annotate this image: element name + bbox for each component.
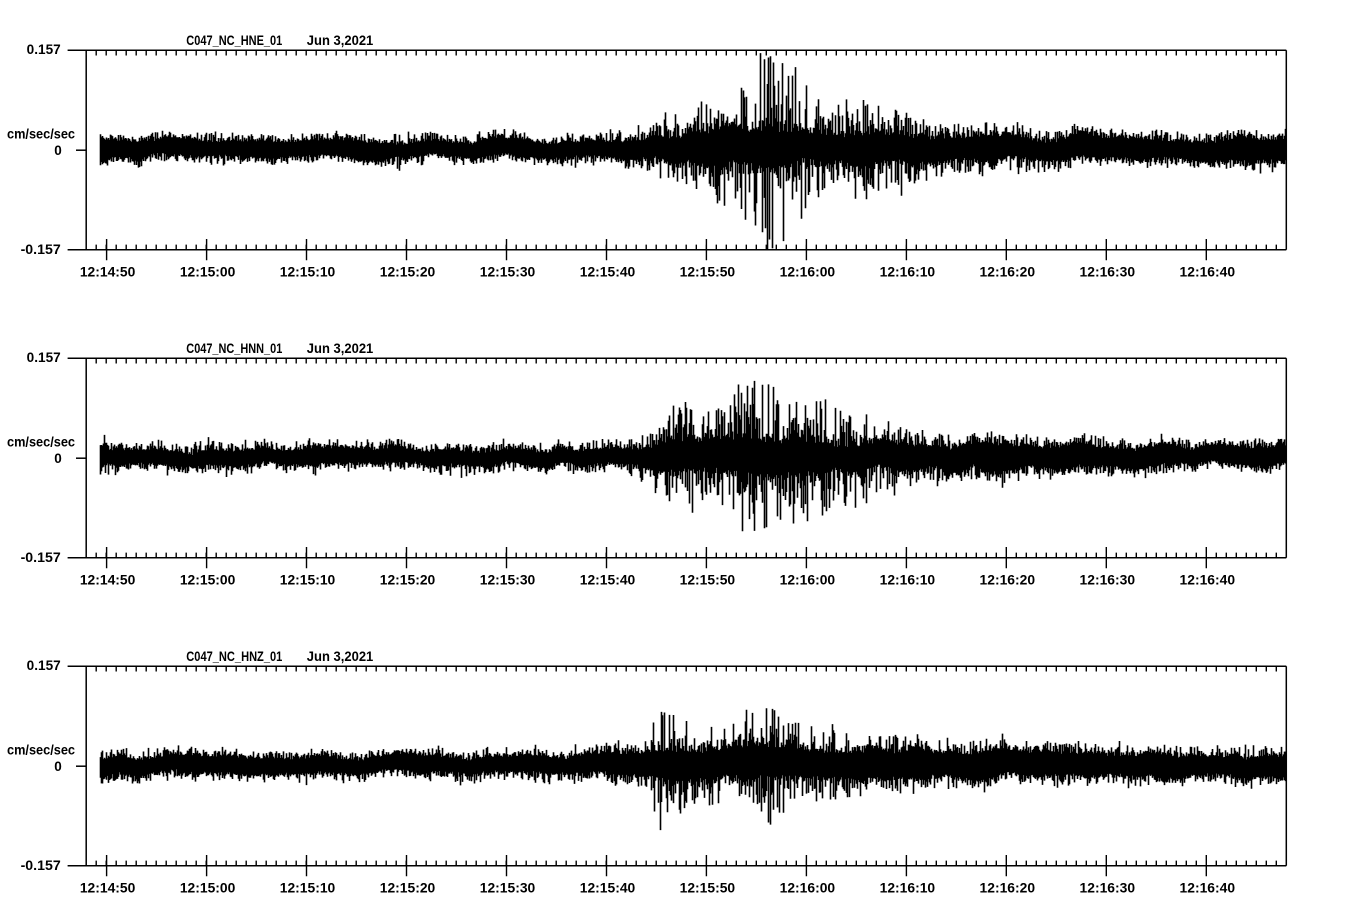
- svg-text:-0.157: -0.157: [21, 550, 61, 565]
- svg-text:12:16:20: 12:16:20: [980, 880, 1036, 895]
- svg-text:12:14:50: 12:14:50: [80, 880, 136, 895]
- svg-text:0: 0: [54, 451, 62, 466]
- svg-text:12:15:40: 12:15:40: [580, 264, 636, 279]
- svg-text:12:15:30: 12:15:30: [480, 572, 536, 587]
- svg-text:cm/sec/sec: cm/sec/sec: [7, 742, 75, 757]
- svg-text:0: 0: [54, 759, 62, 774]
- svg-text:12:15:20: 12:15:20: [380, 880, 436, 895]
- svg-text:12:16:30: 12:16:30: [1080, 264, 1136, 279]
- svg-text:12:16:00: 12:16:00: [780, 880, 836, 895]
- svg-text:12:15:50: 12:15:50: [680, 880, 736, 895]
- svg-text:12:16:40: 12:16:40: [1180, 572, 1236, 587]
- svg-text:12:15:20: 12:15:20: [380, 264, 436, 279]
- svg-text:12:16:10: 12:16:10: [880, 264, 936, 279]
- svg-text:12:15:30: 12:15:30: [480, 880, 536, 895]
- svg-text:cm/sec/sec: cm/sec/sec: [7, 434, 75, 449]
- svg-text:12:16:40: 12:16:40: [1180, 264, 1236, 279]
- svg-text:12:16:20: 12:16:20: [980, 264, 1036, 279]
- svg-text:C047_NC_HNN_01: C047_NC_HNN_01: [186, 341, 282, 356]
- svg-text:12:16:10: 12:16:10: [880, 572, 936, 587]
- svg-text:Jun 3,2021: Jun 3,2021: [307, 649, 374, 664]
- svg-text:12:15:00: 12:15:00: [180, 264, 236, 279]
- svg-text:0: 0: [54, 143, 62, 158]
- svg-text:Jun 3,2021: Jun 3,2021: [307, 341, 374, 356]
- svg-text:C047_NC_HNE_01: C047_NC_HNE_01: [186, 33, 282, 48]
- svg-text:12:15:00: 12:15:00: [180, 880, 236, 895]
- svg-text:0.157: 0.157: [27, 658, 61, 673]
- svg-text:12:16:30: 12:16:30: [1080, 880, 1136, 895]
- svg-text:12:16:40: 12:16:40: [1180, 880, 1236, 895]
- svg-text:12:15:10: 12:15:10: [280, 264, 336, 279]
- svg-text:12:15:10: 12:15:10: [280, 572, 336, 587]
- svg-text:12:16:10: 12:16:10: [880, 880, 936, 895]
- svg-text:12:16:00: 12:16:00: [780, 264, 836, 279]
- svg-text:-0.157: -0.157: [21, 242, 61, 257]
- svg-text:12:15:40: 12:15:40: [580, 880, 636, 895]
- svg-text:12:15:10: 12:15:10: [280, 880, 336, 895]
- svg-text:12:15:20: 12:15:20: [380, 572, 436, 587]
- svg-text:12:14:50: 12:14:50: [80, 264, 136, 279]
- svg-text:-0.157: -0.157: [21, 858, 61, 873]
- svg-text:12:15:30: 12:15:30: [480, 264, 536, 279]
- svg-text:12:15:50: 12:15:50: [680, 264, 736, 279]
- svg-text:12:16:30: 12:16:30: [1080, 572, 1136, 587]
- svg-text:0.157: 0.157: [27, 350, 61, 365]
- svg-text:0.157: 0.157: [27, 42, 61, 57]
- svg-text:12:15:40: 12:15:40: [580, 572, 636, 587]
- svg-text:cm/sec/sec: cm/sec/sec: [7, 126, 75, 141]
- svg-text:12:15:50: 12:15:50: [680, 572, 736, 587]
- svg-text:12:14:50: 12:14:50: [80, 572, 136, 587]
- svg-text:12:15:00: 12:15:00: [180, 572, 236, 587]
- svg-text:C047_NC_HNZ_01: C047_NC_HNZ_01: [186, 649, 282, 664]
- svg-text:Jun 3,2021: Jun 3,2021: [307, 33, 374, 48]
- svg-text:12:16:00: 12:16:00: [780, 572, 836, 587]
- svg-text:12:16:20: 12:16:20: [980, 572, 1036, 587]
